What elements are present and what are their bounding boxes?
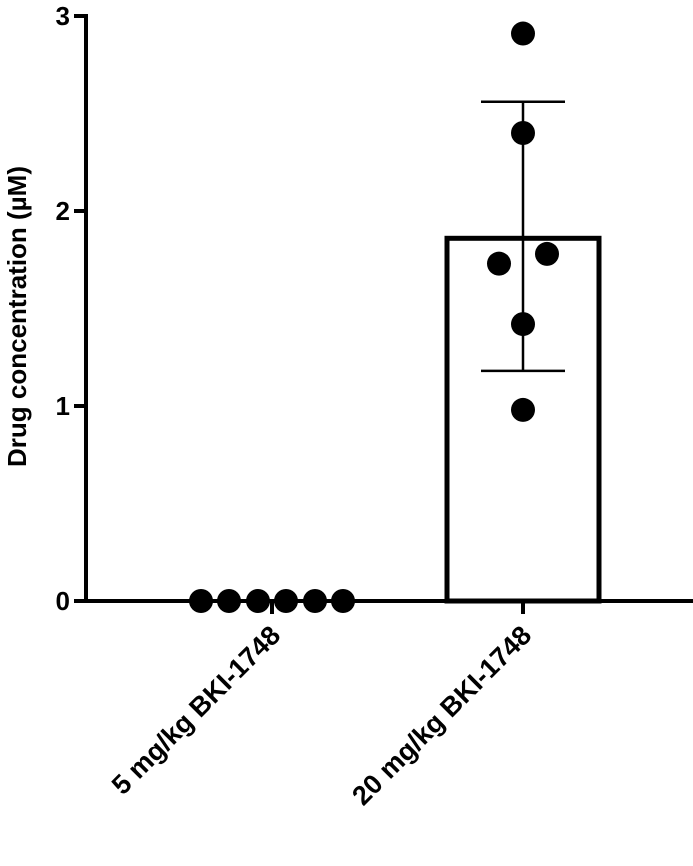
x-tick-label: 20 mg/kg BKI-1748 [346, 620, 537, 811]
y-tick-label: 3 [56, 1, 70, 31]
y-tick-label: 2 [56, 196, 70, 226]
y-axis-label: Drug concentration (µM) [2, 166, 32, 467]
data-point [487, 251, 511, 276]
x-tick-label: 5 mg/kg BKI-1748 [106, 620, 286, 800]
y-tick-label: 0 [56, 586, 70, 616]
data-point [511, 21, 535, 46]
x-ticks: 5 mg/kg BKI-1748 20 mg/kg BKI-1748 [106, 601, 537, 811]
data-point [511, 397, 535, 422]
data-point [511, 121, 535, 145]
y-ticks: 0 1 2 3 [56, 1, 86, 616]
plot-area [189, 21, 602, 613]
data-point [535, 241, 559, 266]
y-tick-label: 1 [56, 391, 70, 421]
data-point [511, 312, 535, 337]
